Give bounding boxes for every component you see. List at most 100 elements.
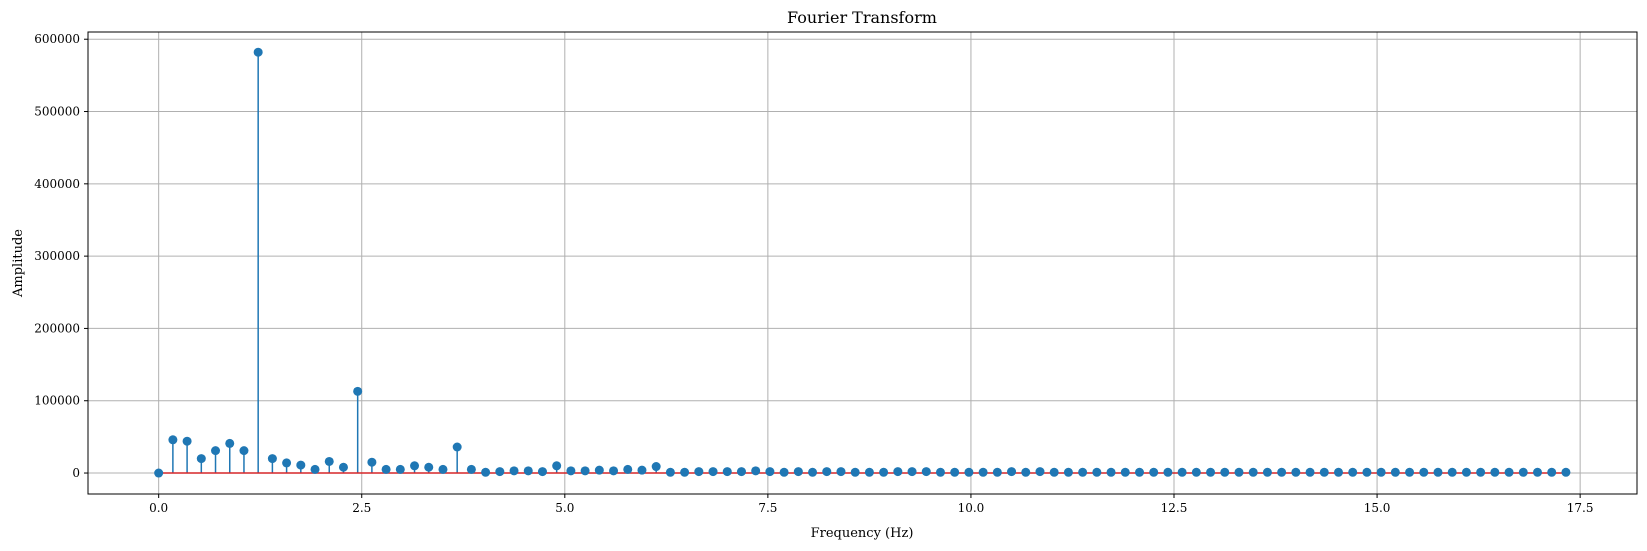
stem-marker [523, 466, 533, 476]
y-tick-label: 400000 [34, 177, 80, 191]
stem-marker [694, 467, 704, 477]
stem-marker [239, 446, 249, 456]
stem-marker [1405, 467, 1415, 477]
stem-marker [935, 467, 945, 477]
stem-marker [1476, 467, 1486, 477]
stem-marker [1206, 467, 1216, 477]
stem-marker [1007, 467, 1017, 477]
stem-marker [609, 466, 619, 476]
stem-marker [665, 467, 675, 477]
stem-marker [978, 467, 988, 477]
stem-marker [1305, 467, 1315, 477]
stem-marker [1447, 467, 1457, 477]
stem-marker [1561, 467, 1571, 477]
stem-marker [751, 466, 761, 476]
stem-marker [1092, 467, 1102, 477]
stem-marker [1163, 467, 1173, 477]
stem-marker [552, 461, 562, 471]
stem-marker [1035, 467, 1045, 477]
x-tick-label: 15.0 [1364, 501, 1391, 515]
stem-marker [1277, 467, 1287, 477]
stem-marker [196, 454, 206, 464]
stem-marker [1504, 467, 1514, 477]
stem-marker [1149, 467, 1159, 477]
stem-marker [836, 467, 846, 477]
stem-marker [623, 464, 633, 474]
stem-marker [907, 467, 917, 477]
stem-marker [537, 467, 547, 477]
x-tick-label: 10.0 [958, 501, 985, 515]
stem-marker [452, 442, 462, 452]
x-tick-label: 17.5 [1567, 501, 1594, 515]
x-tick-label: 12.5 [1161, 501, 1188, 515]
stem-marker [822, 467, 832, 477]
stem-marker [879, 467, 889, 477]
stem-marker [950, 467, 960, 477]
y-tick-label: 200000 [34, 321, 80, 335]
stem-marker [1390, 467, 1400, 477]
x-tick-label: 0.0 [149, 501, 168, 515]
stem-marker [481, 467, 491, 477]
stem-marker [864, 467, 874, 477]
stem-marker [722, 467, 732, 477]
stem-marker [651, 462, 661, 472]
x-axis-label: Frequency (Hz) [811, 526, 914, 541]
stem-marker [310, 464, 320, 474]
stem-marker [1220, 467, 1230, 477]
stem-marker [680, 467, 690, 477]
stem-marker [353, 386, 363, 396]
stem-marker [1376, 467, 1386, 477]
stem-marker [580, 466, 590, 476]
stem-marker [338, 462, 348, 472]
stem-marker [495, 467, 505, 477]
y-axis-label: Amplitude [11, 229, 26, 298]
stem-marker [850, 467, 860, 477]
stem-marker [1362, 467, 1372, 477]
y-tick-label: 0 [72, 466, 80, 480]
stem-marker [1419, 467, 1429, 477]
stem-marker [637, 465, 647, 475]
plot-frame [87, 31, 1638, 495]
stem-marker [765, 467, 775, 477]
stem-marker [1120, 467, 1130, 477]
stem-marker [708, 467, 718, 477]
stem-marker [267, 454, 277, 464]
grid-lines [88, 32, 1637, 494]
x-tick-label: 7.5 [758, 501, 777, 515]
stem-marker [367, 457, 377, 467]
stem-marker [381, 464, 391, 474]
stem-marker [1078, 467, 1088, 477]
stem-marker [1333, 467, 1343, 477]
x-tick-label: 5.0 [555, 501, 574, 515]
stem-marker [395, 464, 405, 474]
stem-marker [1490, 467, 1500, 477]
stem-marker [282, 458, 292, 468]
stem-marker [1021, 467, 1031, 477]
stem-marker [1177, 467, 1187, 477]
stem-marker [509, 466, 519, 476]
stem-marker [1262, 467, 1272, 477]
stem-marker [921, 467, 931, 477]
stem-marker [1547, 467, 1557, 477]
stem-marker [253, 47, 263, 57]
y-tick-label: 600000 [34, 32, 80, 46]
stem-marker [1134, 467, 1144, 477]
stem-marker [168, 435, 178, 445]
stem-marker [1319, 467, 1329, 477]
stem-marker [793, 467, 803, 477]
x-tick-label: 2.5 [352, 501, 371, 515]
stem-marker [211, 446, 221, 456]
stem-marker [466, 464, 476, 474]
stem-marker [1433, 467, 1443, 477]
stem-marker [1532, 467, 1542, 477]
stem-marker [736, 467, 746, 477]
stem-marker [1234, 467, 1244, 477]
stem-marker [296, 460, 306, 470]
stem-marker [893, 467, 903, 477]
y-tick-label: 100000 [34, 394, 80, 408]
stem-marker [1063, 467, 1073, 477]
y-tick-label: 300000 [34, 249, 80, 263]
stem-marker [324, 456, 334, 466]
stem-marker [438, 464, 448, 474]
